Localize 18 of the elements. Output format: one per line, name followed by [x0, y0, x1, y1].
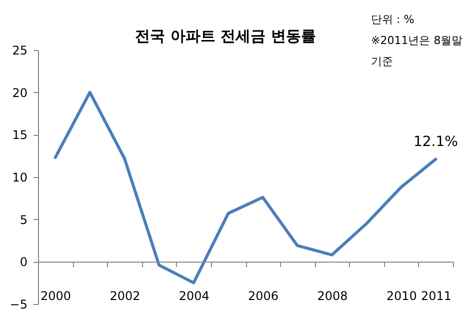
- annotation: 12.1%: [413, 134, 458, 150]
- x-tick-label: 2004: [178, 289, 210, 304]
- x-tick-label: 2008: [317, 289, 348, 304]
- text: 단위 : %: [371, 13, 414, 26]
- y-tick-label: 15: [12, 128, 28, 142]
- chart-title: 전국 아파트 전세금 변동률: [135, 27, 316, 45]
- x-tick-label: 2010: [386, 289, 417, 304]
- y-tick-label: 20: [12, 86, 28, 100]
- annotation: ※2011년은 8월말 기준: [371, 34, 463, 68]
- y-tick-label: 10: [12, 170, 28, 184]
- y-tick-label: 0: [20, 255, 28, 270]
- x-tick-label: 2000: [40, 289, 72, 304]
- x-tick-label: 2002: [110, 289, 140, 304]
- y-tick-label: 25: [12, 44, 28, 58]
- y-tick-label: 5: [20, 212, 28, 227]
- x-tick-label: 2006: [248, 289, 279, 304]
- x-tick-label: 2011: [420, 289, 452, 304]
- y-tick-label: −5: [10, 298, 28, 312]
